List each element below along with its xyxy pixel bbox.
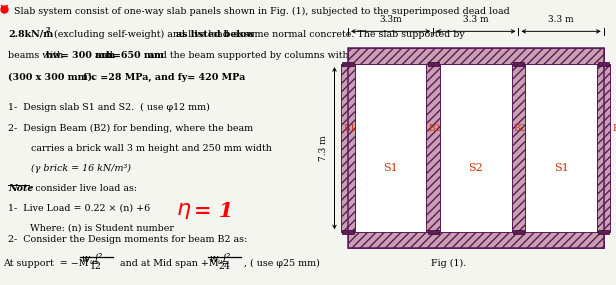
Text: and: and <box>92 51 116 60</box>
Text: S2: S2 <box>469 163 483 173</box>
Text: Where: (n) is Student number: Where: (n) is Student number <box>30 224 174 233</box>
Text: f’c =28 MPa, and fy= 420 MPa: f’c =28 MPa, and fy= 420 MPa <box>80 73 245 82</box>
Text: (excluding self-weight) and live load: (excluding self-weight) and live load <box>51 30 232 39</box>
Text: (γ brick = 16 kN/m³): (γ brick = 16 kN/m³) <box>31 164 131 173</box>
Text: = 1: = 1 <box>194 201 233 221</box>
Bar <box>440 64 512 232</box>
Text: S1: S1 <box>554 163 569 173</box>
Text: 1-  Design slab S1 and S2.  ( use φ12 mm): 1- Design slab S1 and S2. ( use φ12 mm) <box>8 103 210 112</box>
Bar <box>513 230 524 234</box>
Text: 1-  Live Load = 0.22 × (n) +6: 1- Live Load = 0.22 × (n) +6 <box>8 204 150 213</box>
Text: 12: 12 <box>90 262 102 271</box>
Bar <box>341 64 355 232</box>
Text: assume normal concrete. The slab supported by: assume normal concrete. The slab support… <box>230 30 465 39</box>
Text: $\eta$: $\eta$ <box>176 201 191 221</box>
Bar <box>342 62 354 66</box>
Text: 3.3 m: 3.3 m <box>463 15 488 24</box>
Bar <box>426 64 440 232</box>
Bar <box>428 62 439 66</box>
Text: beams with: beams with <box>8 51 67 60</box>
Bar <box>598 62 609 66</box>
Text: 2.8kN/m: 2.8kN/m <box>8 30 53 39</box>
Text: 24: 24 <box>218 262 230 271</box>
Text: carries a brick wall 3 m height and 250 mm width: carries a brick wall 3 m height and 250 … <box>31 144 272 153</box>
Bar <box>348 48 604 64</box>
Text: B2: B2 <box>514 123 526 133</box>
Text: $w_{u}l^{2}$: $w_{u}l^{2}$ <box>209 251 232 267</box>
Text: 3.3m: 3.3m <box>379 15 402 24</box>
Text: 2-  Design Beam (B2) for bending, where the beam: 2- Design Beam (B2) for bending, where t… <box>8 124 253 133</box>
Text: 2: 2 <box>46 26 50 34</box>
Bar <box>525 64 597 232</box>
Text: $w_{u}l^{2}$: $w_{u}l^{2}$ <box>81 251 104 267</box>
Text: S1: S1 <box>383 163 398 173</box>
Text: 3.3 m: 3.3 m <box>548 15 574 24</box>
Text: and at Mid span +M =: and at Mid span +M = <box>117 259 230 268</box>
Text: 7.3 m: 7.3 m <box>319 135 328 161</box>
Text: as listed below: as listed below <box>176 30 254 39</box>
Text: , ( use φ25 mm): , ( use φ25 mm) <box>244 259 320 268</box>
Text: h=650 mm: h=650 mm <box>106 51 164 60</box>
Bar <box>513 62 524 66</box>
Text: At support  = −M =: At support = −M = <box>3 259 100 268</box>
Bar <box>348 232 604 248</box>
Text: B2: B2 <box>428 123 440 133</box>
Text: Fig (1).: Fig (1). <box>431 259 466 268</box>
Bar <box>597 64 610 232</box>
Text: Slab system consist of one-way slab panels shown in Fig. (1), subjected to the s: Slab system consist of one-way slab pane… <box>14 7 509 16</box>
Bar <box>342 230 354 234</box>
Bar <box>428 230 439 234</box>
Text: : consider live load as:: : consider live load as: <box>29 184 137 193</box>
Bar <box>598 230 609 234</box>
Text: B1: B1 <box>613 123 616 133</box>
Bar <box>348 48 604 248</box>
Bar <box>355 64 426 232</box>
Text: B1: B1 <box>343 123 355 133</box>
Text: and the beam supported by columns with dimensions: and the beam supported by columns with d… <box>146 51 409 60</box>
Text: Note: Note <box>8 184 33 193</box>
Bar <box>512 64 525 232</box>
Text: (300 x 300 mm).: (300 x 300 mm). <box>8 73 95 82</box>
Text: bw= 300 mm: bw= 300 mm <box>46 51 115 60</box>
Text: 2-  Consider the Design moments for beam B2 as:: 2- Consider the Design moments for beam … <box>8 235 247 244</box>
